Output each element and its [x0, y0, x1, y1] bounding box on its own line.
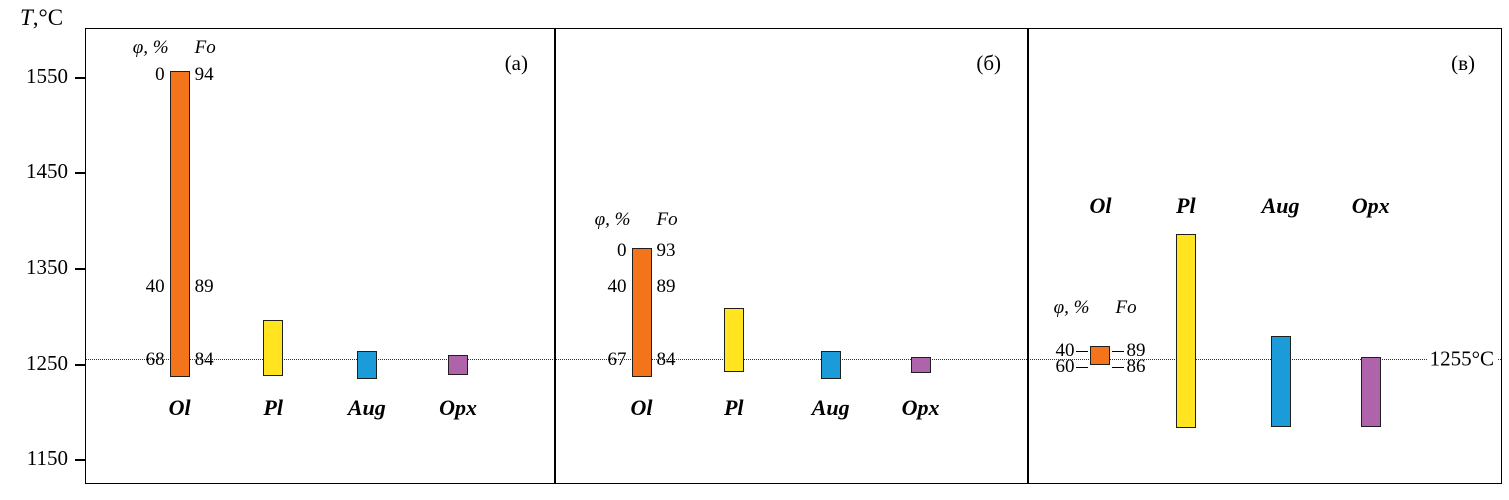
- panel-label: (б): [976, 51, 1001, 75]
- phi-value: 40: [145, 276, 165, 298]
- fo-value: 94: [194, 63, 214, 85]
- bar-opx: [1360, 356, 1381, 427]
- y-tick-mark: [75, 459, 86, 462]
- y-tick-label: 1550: [26, 63, 68, 88]
- annotation-tick: [1112, 351, 1125, 353]
- y-tick-mark: [75, 363, 86, 366]
- bar-pl: [263, 319, 284, 376]
- fo-value: 86: [1126, 356, 1146, 378]
- phi-value: 40: [607, 276, 627, 298]
- y-tick-label: 1150: [26, 446, 68, 471]
- phi-value: 67: [607, 348, 627, 370]
- bar-ol: [169, 71, 190, 377]
- fo-value: 89: [656, 276, 676, 298]
- fo-header: Fo: [1115, 297, 1137, 319]
- y-tick-label: 1450: [26, 159, 68, 184]
- bar-ol: [1090, 346, 1111, 366]
- panel-v: (в) Ol Pl Aug Opx φ, % Fo 40 89 60 86: [1027, 29, 1501, 483]
- phi-header: φ, %: [1053, 297, 1090, 319]
- panel-a: (а) Ol Pl Aug Opx φ, % Fo 0 94 40 89 68 84: [86, 29, 554, 483]
- phi-value: 68: [145, 348, 165, 370]
- mineral-label-pl: Pl: [263, 395, 283, 421]
- fo-value: 84: [194, 348, 214, 370]
- reference-line: [86, 358, 1501, 360]
- reference-line-label: 1255°C: [1426, 346, 1497, 372]
- fo-header: Fo: [194, 37, 216, 59]
- bar-pl: [723, 308, 744, 373]
- fo-value: 89: [194, 276, 214, 298]
- fo-value: 89: [1126, 340, 1146, 362]
- mineral-label-ol: Ol: [630, 395, 653, 421]
- annotation-tick: [1112, 367, 1125, 369]
- mineral-label-opx: Opx: [439, 395, 477, 421]
- y-axis-title: T,°C: [20, 5, 63, 31]
- mineral-label-aug: Aug: [347, 395, 386, 421]
- phi-value: 60: [1055, 356, 1075, 378]
- annotation-tick: [1076, 367, 1089, 369]
- y-axis-title-units: ,°C: [32, 5, 64, 30]
- bar-aug: [1270, 335, 1291, 427]
- y-tick-mark: [75, 267, 86, 270]
- y-axis-title-symbol: T: [20, 5, 33, 30]
- fo-value: 84: [656, 348, 676, 370]
- mineral-label-aug: Aug: [811, 395, 850, 421]
- mineral-label-ol: Ol: [1089, 192, 1112, 218]
- y-tick-mark: [75, 76, 86, 79]
- fo-header: Fo: [656, 209, 678, 231]
- panel-label: (в): [1451, 51, 1475, 75]
- panel-b: (б) Ol Pl Aug Opx φ, % Fo 0 93 40 89 67 84: [554, 29, 1027, 483]
- bar-opx: [448, 354, 469, 375]
- panel-divider: [1027, 29, 1029, 483]
- mineral-label-aug: Aug: [1261, 192, 1300, 218]
- mineral-label-pl: Pl: [1176, 192, 1196, 218]
- plot-area: 1550 1450 1350 1250 1150 (а) Ol Pl Aug Opx φ, % Fo 0…: [26, 28, 1502, 484]
- y-tick-mark: [75, 172, 86, 175]
- panel-label: (а): [504, 51, 528, 75]
- bar-aug: [820, 351, 841, 379]
- mineral-label-ol: Ol: [168, 395, 191, 421]
- bar-aug: [356, 351, 377, 379]
- annotation-tick: [1076, 351, 1089, 353]
- bar-ol: [631, 247, 652, 377]
- plot-inner: 1550 1450 1350 1250 1150 (а) Ol Pl Aug Opx φ, % Fo 0…: [26, 29, 1501, 483]
- fo-value: 93: [656, 239, 676, 261]
- phi-value: 0: [617, 239, 627, 261]
- phi-value: 0: [155, 63, 165, 85]
- panel-divider: [554, 29, 556, 483]
- phi-value: 40: [1055, 340, 1075, 362]
- mineral-label-pl: Pl: [723, 395, 744, 421]
- mineral-label-opx: Opx: [901, 395, 940, 421]
- y-tick-label: 1250: [26, 350, 68, 375]
- bar-pl: [1175, 233, 1196, 428]
- phi-header: φ, %: [594, 209, 631, 231]
- mineral-label-opx: Opx: [1351, 192, 1390, 218]
- bar-opx: [910, 356, 931, 374]
- phi-header: φ, %: [132, 37, 169, 59]
- y-tick-label: 1350: [26, 254, 68, 279]
